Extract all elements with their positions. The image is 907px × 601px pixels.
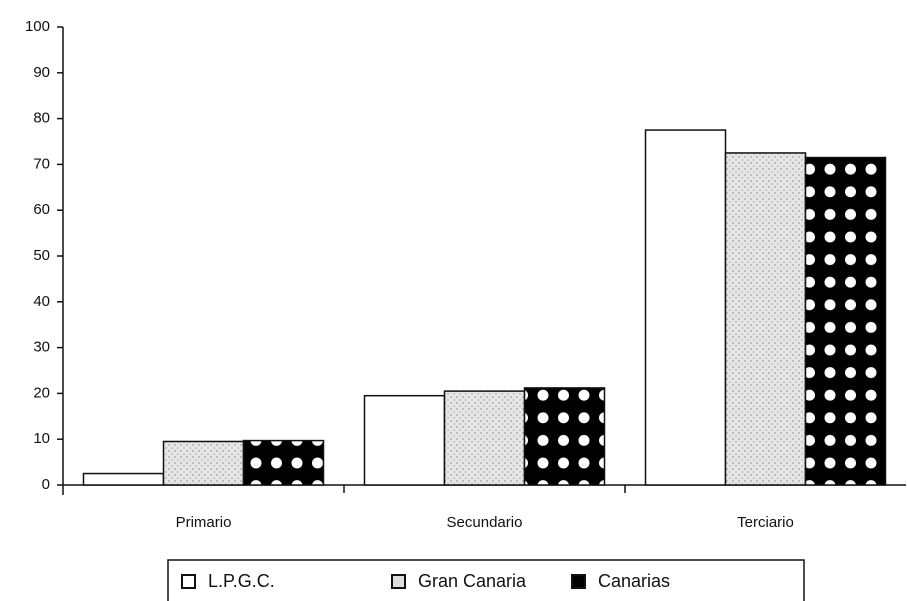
legend-swatch bbox=[391, 574, 406, 589]
bar bbox=[82, 472, 165, 486]
legend-label: Gran Canaria bbox=[418, 571, 527, 591]
x-tick-label: Secundario bbox=[447, 514, 523, 531]
legend: L.P.G.C. Gran Canaria Canarias bbox=[167, 559, 805, 601]
y-tick-label: 90 bbox=[33, 64, 50, 81]
x-tick-label: Primario bbox=[176, 514, 232, 531]
y-tick-label: 0 bbox=[42, 476, 50, 493]
bar bbox=[523, 387, 606, 486]
y-tick-label: 10 bbox=[33, 430, 50, 447]
bar bbox=[644, 129, 727, 486]
bar bbox=[724, 152, 807, 486]
legend-swatch bbox=[571, 574, 586, 589]
y-tick-label: 60 bbox=[33, 201, 50, 218]
legend-label: L.P.G.C. bbox=[208, 571, 275, 591]
legend-box bbox=[167, 559, 805, 601]
bar bbox=[363, 394, 446, 486]
bar bbox=[162, 440, 245, 486]
y-tick-label: 30 bbox=[33, 339, 50, 356]
y-tick-label: 40 bbox=[33, 293, 50, 310]
legend-label: Canarias bbox=[598, 571, 670, 591]
y-tick-label: 50 bbox=[33, 247, 50, 264]
bar bbox=[804, 156, 887, 486]
y-tick-label: 70 bbox=[33, 155, 50, 172]
legend-swatch bbox=[181, 574, 196, 589]
bar bbox=[242, 439, 325, 486]
x-tick-label: Terciario bbox=[737, 514, 794, 531]
y-tick-label: 100 bbox=[25, 18, 50, 35]
bar bbox=[443, 390, 526, 486]
y-tick-label: 20 bbox=[33, 384, 50, 401]
y-tick-label: 80 bbox=[33, 110, 50, 127]
